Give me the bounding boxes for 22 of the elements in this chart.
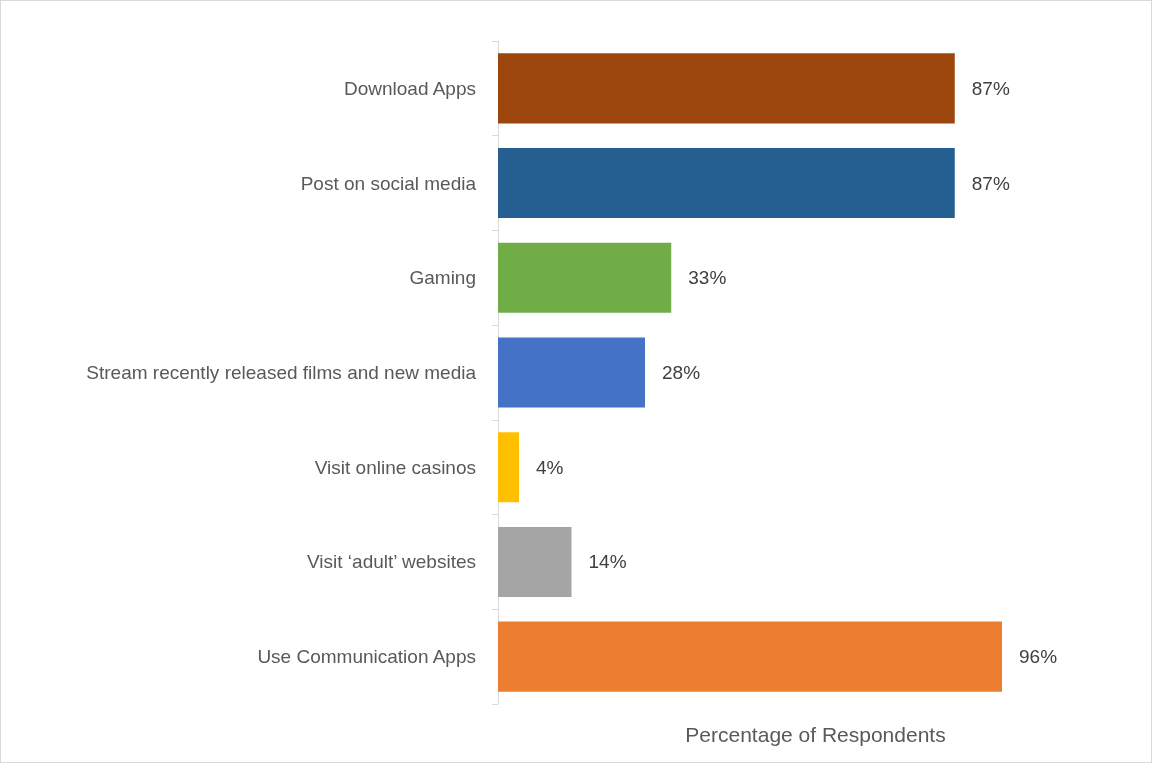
- y-tick-label: Visit ‘adult’ websites: [307, 551, 476, 573]
- bar: [498, 621, 1002, 692]
- bar: [498, 526, 572, 597]
- y-tick-label: Stream recently released films and new media: [86, 362, 477, 383]
- bar: [498, 337, 645, 408]
- data-label: 87%: [971, 77, 1010, 99]
- y-tick-label: Download Apps: [343, 77, 476, 99]
- data-label: 33%: [688, 267, 727, 289]
- data-label: 87%: [971, 172, 1010, 194]
- y-tick-label: Use Communication Apps: [257, 646, 476, 668]
- data-label: 96%: [1019, 646, 1058, 668]
- bar: [498, 53, 955, 124]
- x-axis-title: Percentage of Respondents: [685, 723, 946, 746]
- y-tick-label: Gaming: [409, 267, 476, 289]
- bar: [498, 242, 672, 313]
- y-tick-label: Visit online casinos: [314, 456, 476, 478]
- bar: [498, 432, 519, 503]
- data-label: 4%: [536, 456, 564, 478]
- bar: [498, 148, 955, 219]
- data-label: 14%: [588, 551, 627, 573]
- y-tick-label: Post on social media: [300, 172, 477, 194]
- data-label: 28%: [662, 362, 701, 383]
